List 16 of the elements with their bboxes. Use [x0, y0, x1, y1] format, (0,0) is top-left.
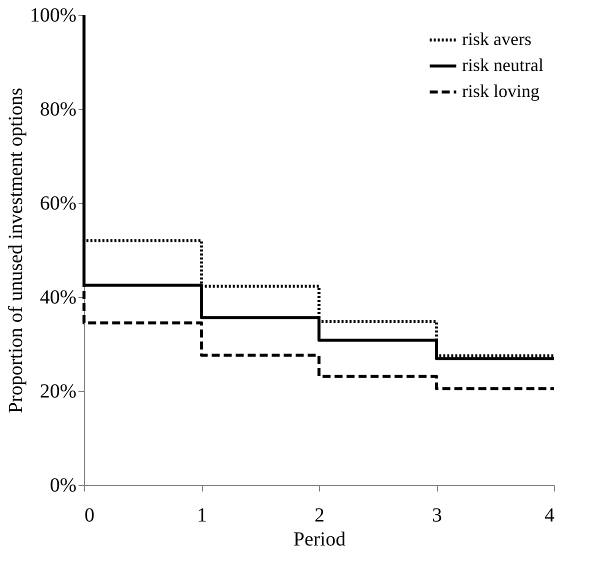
x-tick-label: 1: [197, 504, 207, 526]
x-tick-label: 2: [314, 504, 324, 526]
x-tick-label: 3: [432, 504, 442, 526]
y-tick-label: 20%: [40, 380, 76, 402]
legend-label: risk neutral: [462, 55, 544, 75]
y-tick-label: 80%: [40, 98, 76, 120]
y-tick-label: 60%: [40, 192, 76, 214]
y-tick-label: 100%: [30, 4, 76, 26]
y-axis-title: Proportion of unused investment options: [4, 88, 27, 414]
y-tick-label: 40%: [40, 286, 76, 308]
x-tick-label: 0: [84, 504, 94, 526]
x-axis-title: Period: [293, 528, 346, 550]
legend-label: risk avers: [462, 29, 532, 49]
legend-label: risk loving: [462, 81, 540, 101]
x-tick-label: 4: [544, 504, 554, 526]
y-tick-label: 0%: [50, 474, 76, 496]
